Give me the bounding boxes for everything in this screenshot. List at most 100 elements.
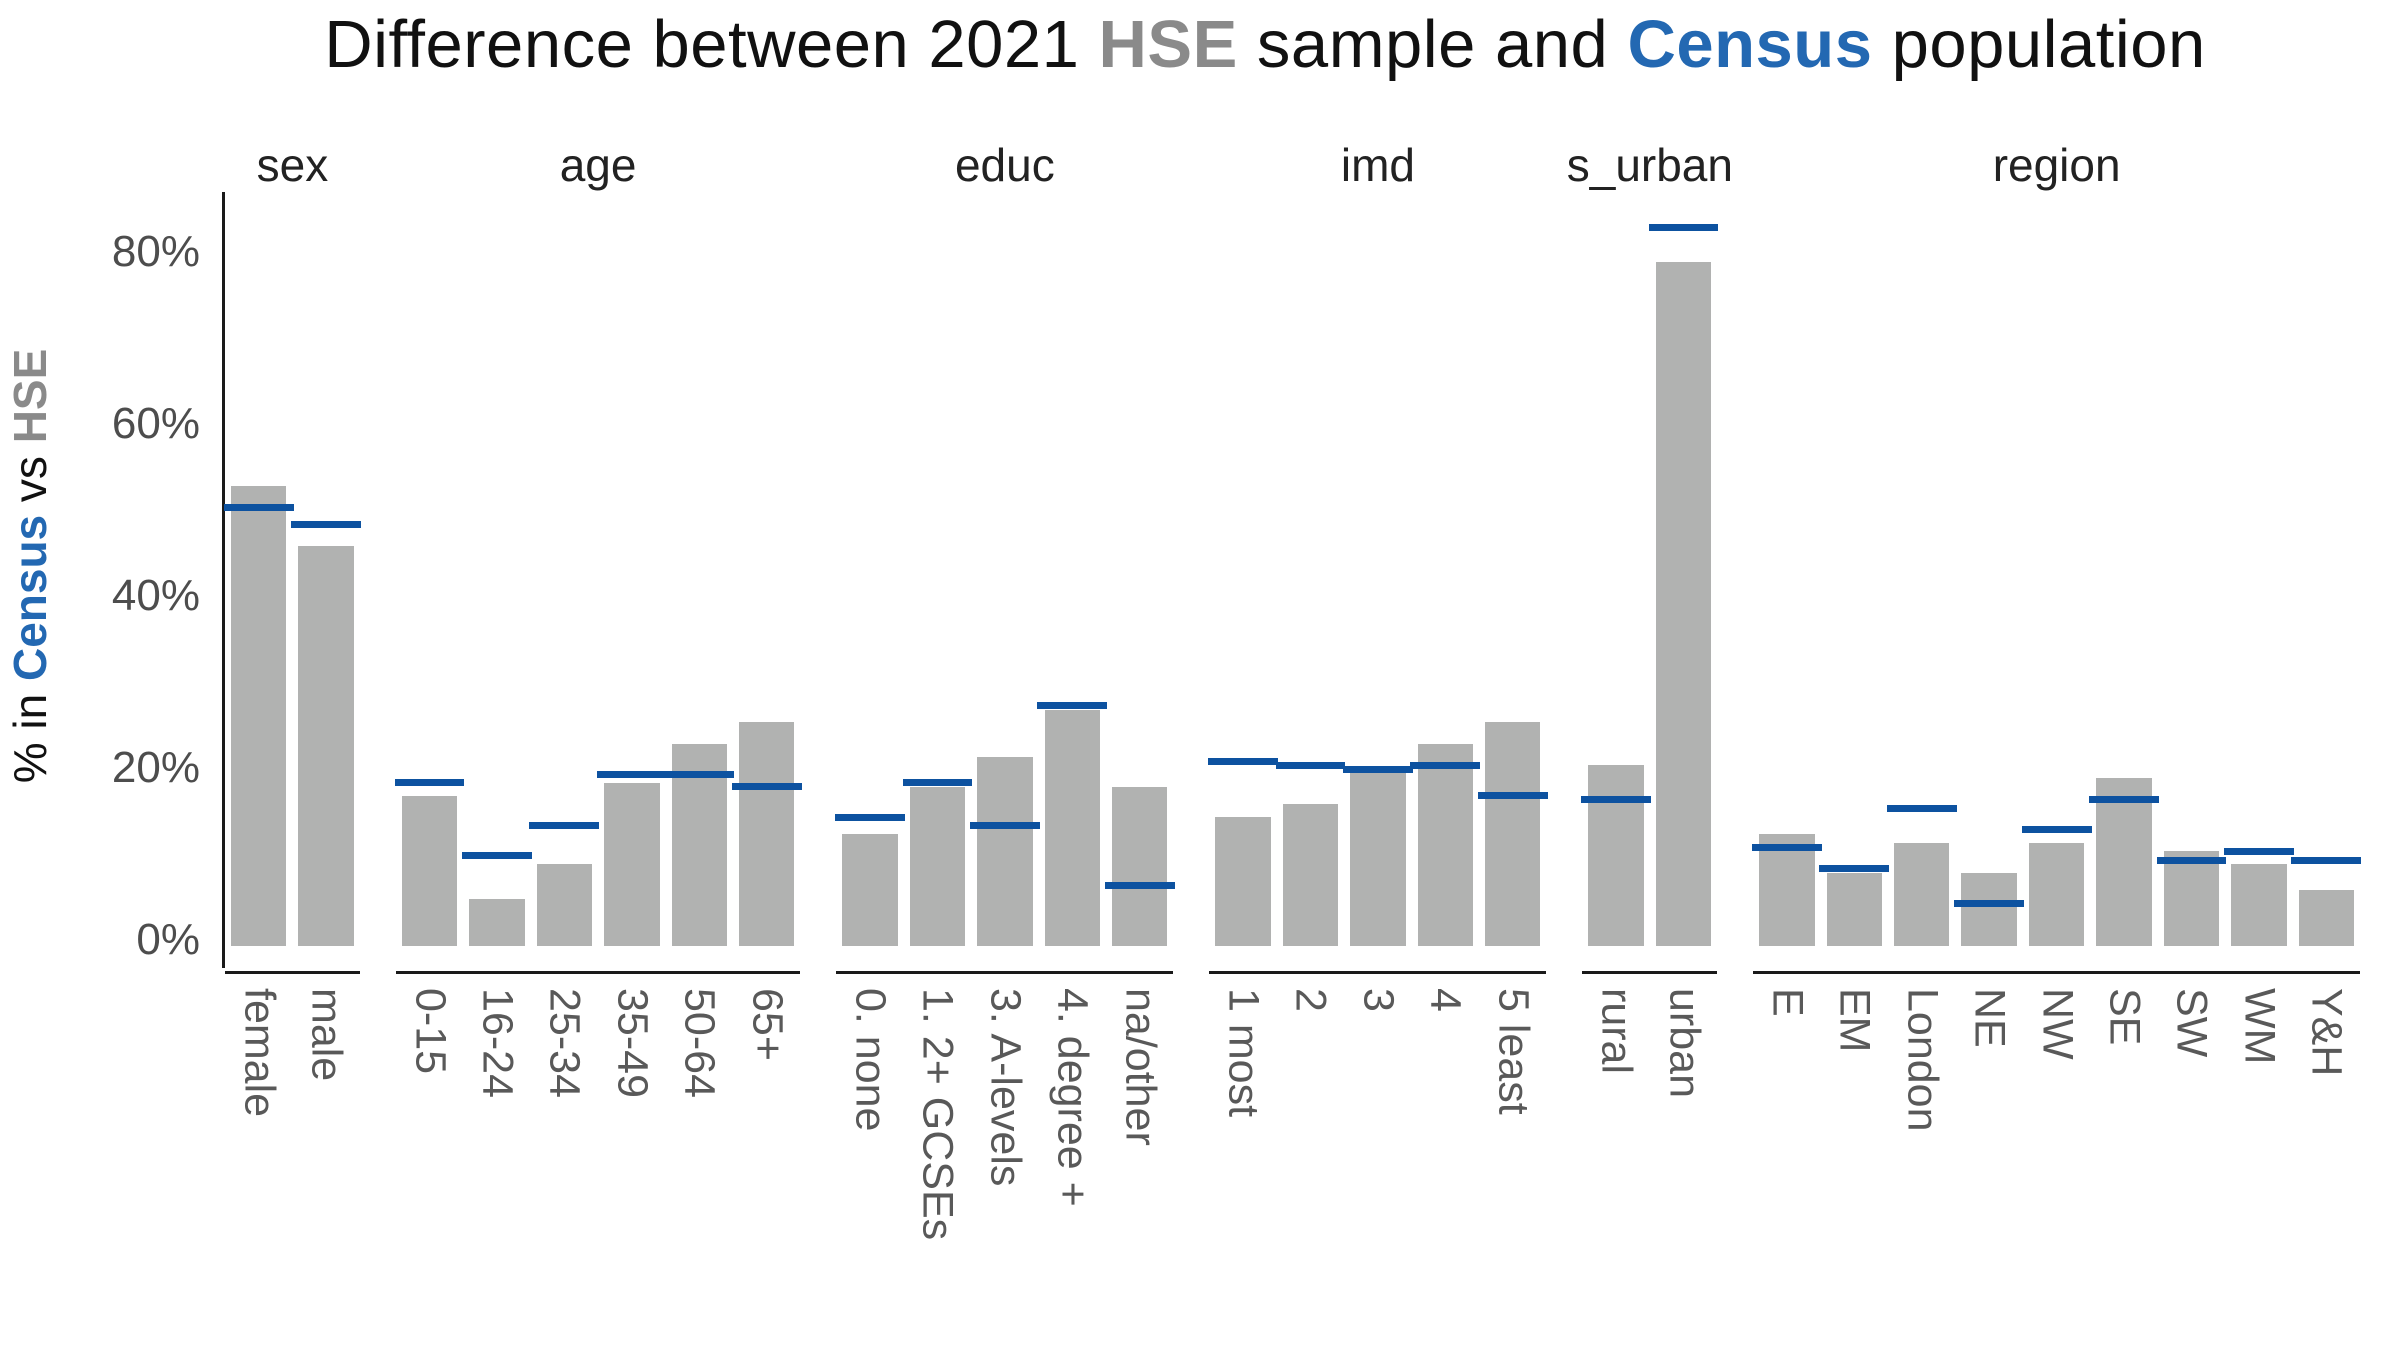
census-line-marker [1104,882,1175,890]
x-axis-line [395,971,801,974]
bar-slot [1208,198,1278,946]
bar-slot [1648,198,1719,946]
axis-gap [396,946,800,971]
x-tick-label: 16-24 [473,988,522,1098]
x-tick-label: 3 [1354,988,1403,1012]
y-axis-title-hse: HSE [4,348,56,444]
facet-title: s_urban [1566,139,1733,191]
x-axis-line [1582,971,1718,974]
census-line-marker [1648,224,1719,232]
x-tick-label-cell: London [1894,988,1949,1318]
x-tick-label: 1. 2+ GCSEs [913,988,962,1241]
hse-bar [536,864,593,946]
bar-slot [223,198,294,946]
chart-title: Difference between 2021 HSE sample and C… [140,6,2390,83]
x-tick-label: London [1898,988,1947,1132]
bar-slot [1477,198,1548,946]
census-line-marker [596,770,667,778]
x-tick-label-cell: na/other [1112,988,1167,1318]
facet-panels-row: sex female male age 0-15 16-24 25-34 35-49 50-64… [223,139,2362,1318]
hse-bar [1961,872,2017,946]
x-tick-label-cell: 16-24 [469,988,524,1318]
x-tick-label: urban [1660,988,1709,1098]
bar-slot [2223,198,2294,946]
x-tick-labels-row: rural urban [1582,974,1717,1318]
hse-bar [298,546,354,946]
facet-panel-educ: educ 0. none 1. 2+ GCSEs 3. A-levels 4. degr… [835,139,1175,1318]
axis-gap [1753,946,2360,971]
hse-bar [1350,769,1406,946]
census-line-marker [394,779,465,787]
bar-slot [462,198,532,946]
y-tick-label: 60% [111,399,200,448]
x-tick-labels-row: E EM London NE NW SE SW WM Y&H [1753,974,2360,1318]
census-line-marker [291,521,362,529]
bar-slot [2291,198,2362,946]
hse-bar [2231,864,2287,946]
x-tick-label: na/other [1116,988,1165,1146]
x-tick-label: EM [1830,988,1879,1053]
census-line-marker [2156,856,2227,864]
census-line-marker [1410,761,1481,769]
bar-slot [1104,198,1175,946]
x-tick-label: 1 most [1219,988,1268,1118]
hse-bar [738,722,795,946]
y-tick-label: 20% [111,743,200,792]
census-line-marker [1954,899,2025,907]
bar-slot [1410,198,1481,946]
x-tick-label-cell: urban [1656,988,1711,1318]
hse-bar [1485,722,1541,946]
facet-plot-box [394,198,802,946]
census-line-marker [2089,796,2159,804]
plot-area: 0% 20% 40% 60% 80% sex female male age 0-15 16-24… [112,139,2362,1318]
x-tick-label: 50-64 [675,988,724,1098]
axis-gap [1209,946,1546,971]
y-tick-label: 0% [136,915,200,964]
x-tick-label: 0-15 [406,988,455,1075]
x-tick-label: SE [2100,988,2149,1046]
hse-bar [401,795,458,946]
x-tick-label: 2 [1286,988,1335,1012]
hse-bar [842,834,898,946]
census-line-marker [1752,843,1822,851]
x-tick-label-cell: 3 [1350,988,1405,1318]
facet-title: age [559,139,637,191]
hse-bar [909,786,966,946]
facet-panel-age: age 0-15 16-24 25-34 35-49 50-64 65+ [394,139,802,1318]
x-tick-label-cell: 25-34 [537,988,592,1318]
x-tick-label-cell: female [231,988,286,1318]
bar-slot [1819,198,1890,946]
hse-bar [1826,872,1883,946]
y-axis-line [222,192,225,968]
chart-title-hse: HSE [1098,7,1238,82]
census-line-marker [835,813,905,821]
x-tick-label-cell: male [298,988,353,1318]
x-tick-label-cell: NW [2029,988,2084,1318]
facet-plot-box [835,198,1175,946]
census-line-marker [1275,761,1346,769]
x-tick-label-cell: 1. 2+ GCSEs [910,988,965,1318]
bar-slot [731,198,802,946]
hse-bar [2028,842,2085,946]
facet-panel-imd: imd 1 most 2 3 4 5 least [1208,139,1548,1318]
census-line-marker [1208,757,1278,765]
x-tick-label: WM [2235,988,2284,1065]
x-tick-labels-row: 0-15 16-24 25-34 35-49 50-64 65+ [396,974,800,1318]
chart-title-part: Difference between 2021 [324,7,1099,82]
bar-slot [529,198,600,946]
bar-slot [291,198,362,946]
x-tick-label: female [235,988,284,1118]
bar-slot [1275,198,1346,946]
x-tick-label: 25-34 [540,988,589,1098]
x-axis-line [1753,971,2360,974]
bar-slot [664,198,735,946]
axis-gap [1582,946,1717,971]
hse-bar [2298,890,2354,946]
x-tick-label: 65+ [743,988,792,1061]
bar-slot [1343,198,1413,946]
y-axis-title-census: Census [4,514,56,682]
x-tick-label-cell: 5 least [1485,988,1540,1318]
facet-plot-box [1752,198,2362,946]
x-tick-label: Y&H [2302,988,2351,1077]
census-line-marker [2223,847,2294,855]
